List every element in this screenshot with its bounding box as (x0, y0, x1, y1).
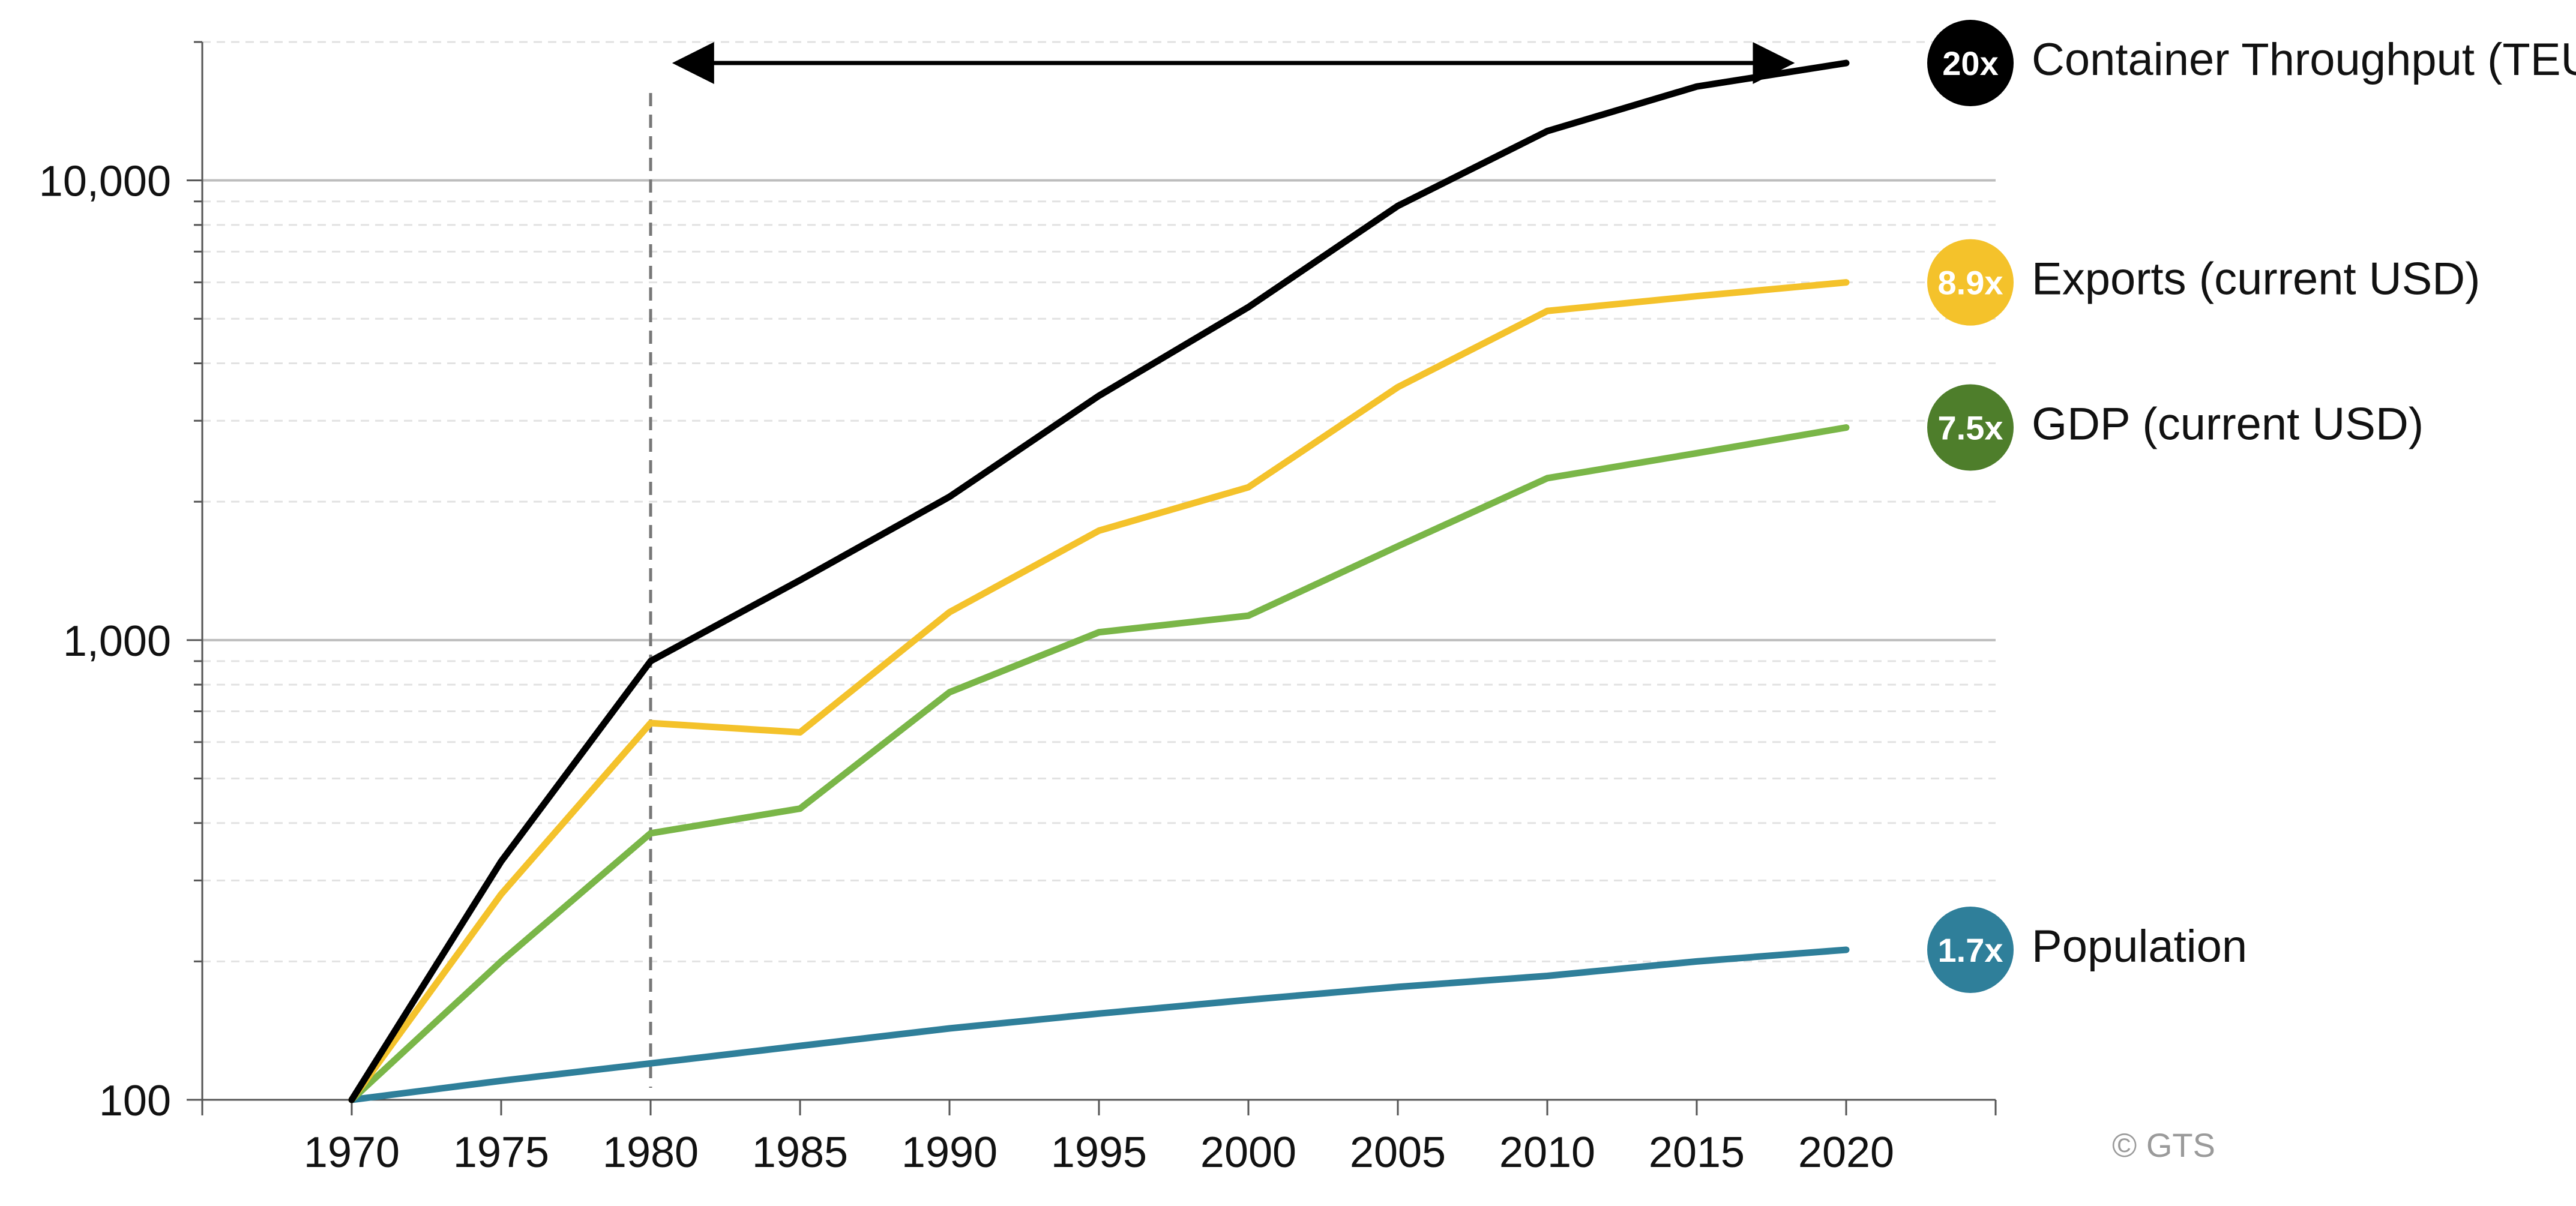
series-label-exports-current-usd: Exports (current USD) (2032, 254, 2481, 305)
x-tick-label: 2000 (1200, 1129, 1296, 1177)
multiplier-badge-container-throughput-teu (1927, 20, 2014, 107)
multiplier-badge-exports-current-usd (1927, 239, 2014, 326)
series-label-population: Population (2032, 921, 2247, 972)
x-tick-label: 1970 (304, 1129, 400, 1177)
series-line-gdp-current-usd (348, 424, 1850, 1103)
series-label-gdp-current-usd: GDP (current USD) (2032, 399, 2424, 450)
multiplier-text-exports-current-usd: 8.9x (1938, 264, 2003, 302)
multiplier-text-container-throughput-teu: 20x (1942, 44, 1998, 82)
axes-layer: 100 1,000 10,000 1970 1975 1980 1985 1990 1995 20… (39, 41, 1997, 1177)
annotation-layer (649, 42, 1795, 1088)
y-tick-label: 1,000 (63, 617, 171, 665)
multiplier-text-gdp-current-usd: 7.5x (1938, 409, 2003, 447)
y-tick-label: 100 (99, 1077, 171, 1125)
series-line-container-throughput-teu (348, 59, 1850, 1103)
x-tick-label: 2020 (1798, 1129, 1894, 1177)
x-tick-label: 2015 (1649, 1129, 1745, 1177)
multiplier-badge-gdp-current-usd (1927, 384, 2014, 471)
x-tick-label: 1980 (603, 1129, 699, 1177)
x-tick-label: 1975 (453, 1129, 549, 1177)
x-tick-label: 2005 (1350, 1129, 1446, 1177)
y-tick-label: 10,000 (39, 158, 171, 206)
series-line-exports-current-usd (348, 279, 1850, 1103)
multiplier-text-population: 1.7x (1938, 931, 2003, 969)
x-tick-label: 1995 (1051, 1129, 1147, 1177)
series-line-population (348, 946, 1850, 1103)
grid-layer (202, 41, 1996, 962)
x-tick-label: 2010 (1499, 1129, 1595, 1177)
series-layer (348, 59, 1850, 1103)
x-tick-label: 1990 (901, 1129, 998, 1177)
x-tick-label: 1985 (752, 1129, 848, 1177)
credit-text: © GTS (2112, 1126, 2215, 1164)
multiplier-badge-population (1927, 906, 2014, 993)
label-layer: 20x Container Throughput (TEU) 8.9x Exports… (1927, 20, 2576, 993)
series-label-container-throughput-teu: Container Throughput (TEU) (2032, 34, 2576, 85)
